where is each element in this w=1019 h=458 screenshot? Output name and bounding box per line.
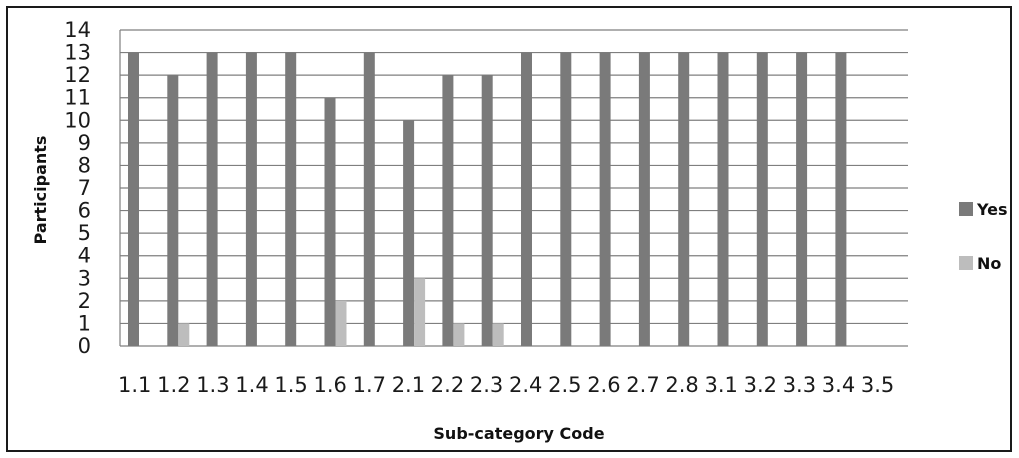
- legend-swatch-no: [959, 256, 973, 270]
- y-tick-label: 10: [64, 108, 91, 132]
- legend-swatch-yes: [959, 202, 973, 216]
- y-tick-label: 14: [64, 18, 91, 42]
- x-tick-label: 2.5: [548, 373, 581, 397]
- bar-yes-1.4: [245, 52, 257, 346]
- x-tick-label: 1.4: [235, 373, 268, 397]
- bar-yes-2.7: [638, 52, 650, 346]
- y-tick-label: 3: [78, 266, 91, 290]
- legend: Yes No: [959, 200, 1008, 273]
- gridlines: [119, 29, 908, 347]
- bar-yes-2.2: [442, 75, 454, 347]
- bar-yes-1.3: [206, 52, 218, 346]
- x-tick-label: 1.5: [274, 373, 307, 397]
- y-tick-label: 1: [78, 311, 91, 335]
- y-axis-title: Participants: [31, 136, 50, 245]
- bar-yes-1.2: [167, 75, 179, 347]
- bar-yes-2.4: [521, 52, 532, 346]
- y-tick-label: 12: [64, 63, 91, 87]
- y-tick-label: 2: [78, 289, 91, 313]
- x-tick-label: 1.2: [157, 373, 190, 397]
- bar-yes-3.3: [796, 52, 808, 346]
- bar-no-2.1: [414, 278, 426, 346]
- bar-yes-2.5: [560, 52, 572, 346]
- bar-no-2.2: [453, 323, 465, 346]
- x-tick-label: 2.3: [470, 373, 503, 397]
- y-tick-label: 9: [78, 131, 91, 155]
- bar-no-2.3: [492, 323, 504, 346]
- bar-yes-1.5: [285, 52, 297, 346]
- y-tick-label: 6: [78, 199, 91, 223]
- bar-no-1.6: [335, 300, 347, 346]
- bar-yes-3.2: [756, 52, 768, 346]
- y-tick-label: 5: [78, 221, 91, 245]
- bar-yes-1.1: [128, 52, 139, 346]
- y-tick-label: 4: [78, 244, 91, 268]
- bar-no-1.2: [178, 323, 190, 346]
- legend-label-no: No: [977, 254, 1001, 273]
- y-tick-label: 11: [64, 86, 91, 110]
- bar-yes-2.8: [678, 52, 690, 346]
- x-tick-label: 3.5: [861, 373, 894, 397]
- x-tick-label: 2.7: [626, 373, 659, 397]
- y-tick-label: 0: [78, 334, 91, 358]
- legend-label-yes: Yes: [976, 200, 1008, 219]
- y-tick-label: 8: [78, 153, 91, 177]
- bar-yes-2.1: [403, 120, 415, 347]
- bars: [128, 52, 847, 347]
- x-tick-label: 2.4: [509, 373, 542, 397]
- x-axis-ticks: 1.1 1.2 1.3 1.4 1.5 1.6 1.7 2.1 2.2 2.3 2.4 2.5 2.6 2…: [118, 373, 894, 397]
- x-tick-label: 3.2: [744, 373, 777, 397]
- x-tick-label: 3.4: [822, 373, 855, 397]
- x-tick-label: 2.2: [431, 373, 464, 397]
- x-tick-label: 1.7: [353, 373, 386, 397]
- x-tick-label: 1.1: [118, 373, 151, 397]
- x-tick-label: 1.6: [314, 373, 347, 397]
- x-tick-label: 1.3: [196, 373, 229, 397]
- x-tick-label: 3.1: [705, 373, 738, 397]
- x-axis-title: Sub-category Code: [433, 424, 604, 443]
- bar-yes-3.1: [717, 52, 729, 346]
- bar-yes-1.7: [363, 52, 375, 346]
- bar-yes-2.6: [599, 52, 611, 346]
- y-tick-label: 13: [64, 41, 91, 65]
- x-tick-label: 2.1: [392, 373, 425, 397]
- x-tick-label: 2.6: [587, 373, 620, 397]
- x-tick-label: 3.3: [783, 373, 816, 397]
- bar-yes-2.3: [481, 75, 493, 347]
- x-tick-label: 2.8: [665, 373, 698, 397]
- bar-yes-1.6: [324, 97, 336, 346]
- y-tick-label: 7: [78, 176, 91, 200]
- bar-yes-3.4: [835, 52, 847, 346]
